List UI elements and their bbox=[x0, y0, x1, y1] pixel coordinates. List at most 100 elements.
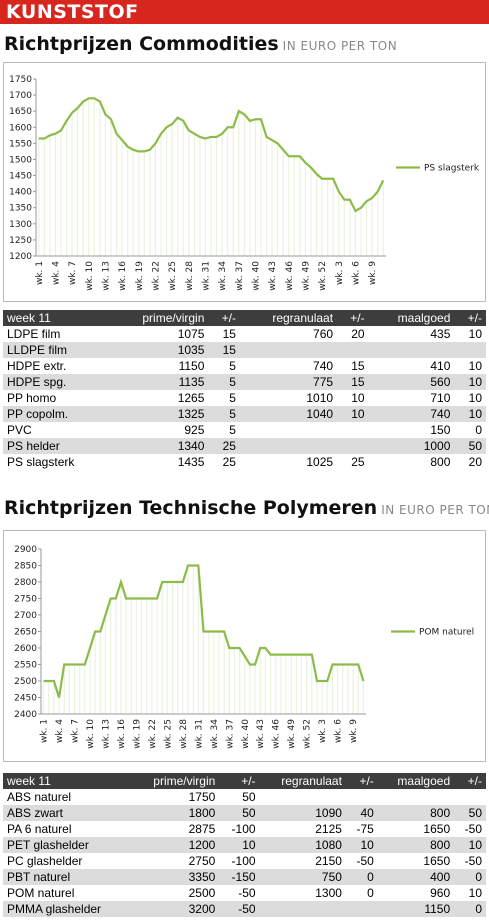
y-tick-label: 1600 bbox=[9, 123, 32, 133]
table-row: PS helder 1340 25 1000 50 bbox=[3, 438, 486, 454]
table-cell: 1025 bbox=[306, 455, 334, 469]
table-cell: 1325 bbox=[109, 406, 209, 422]
x-tick-label: wk. 52 bbox=[318, 261, 328, 291]
table-cell: 20 bbox=[468, 455, 482, 469]
table-cell: 960 bbox=[430, 886, 451, 900]
y-tick-label: 2550 bbox=[14, 661, 37, 671]
table-cell: 10 bbox=[454, 837, 486, 853]
chart: 2400 2450 2500 2550 2600 2650 2700 2750 2800 2850… bbox=[3, 530, 486, 762]
table-cell: PC glashelder bbox=[7, 854, 83, 868]
table-cell: HDPE extr. bbox=[7, 359, 67, 373]
table-cell: 1035 bbox=[109, 342, 209, 358]
x-tick-label: wk. 9 bbox=[349, 719, 359, 743]
y-tick-label: 1700 bbox=[9, 91, 32, 101]
table-row: ABS naturel 1750 50 bbox=[3, 789, 486, 805]
table-cell: 1075 bbox=[177, 327, 205, 341]
table-cell: 10 bbox=[219, 837, 260, 853]
table-cell: 25 bbox=[208, 438, 240, 454]
table-cell: week 11 bbox=[3, 310, 110, 326]
table-cell: 1080 bbox=[259, 837, 346, 853]
price-table: week 11 prime/virgin +/- regranulaat +/- maal… bbox=[3, 773, 486, 917]
table-cell: 0 bbox=[454, 869, 486, 885]
table-cell: PS helder bbox=[3, 438, 110, 454]
table-cell: 50 bbox=[454, 805, 486, 821]
table-row: PMMA glashelder 3200 -50 1150 0 bbox=[3, 901, 486, 917]
section-title: Richtprijzen Technische Polymeren IN EURO… bbox=[4, 497, 489, 519]
table-cell: 5 bbox=[208, 406, 240, 422]
table-cell: 925 bbox=[184, 423, 205, 437]
y-tick-label: 1650 bbox=[9, 107, 32, 117]
table-cell: 15 bbox=[337, 374, 369, 390]
section-unit: IN EURO PER TON bbox=[381, 503, 489, 517]
table-cell: 1090 bbox=[259, 805, 346, 821]
table-cell: 1150 bbox=[377, 901, 455, 917]
table-cell: 15 bbox=[351, 359, 365, 373]
x-tick-label: wk. 7 bbox=[71, 719, 81, 743]
y-tick-label: 1550 bbox=[9, 139, 32, 149]
table-cell: 1650 bbox=[423, 822, 451, 836]
table-cell: HDPE spg. bbox=[3, 374, 110, 390]
table-cell: 50 bbox=[454, 438, 486, 454]
x-tick-label: wk. 31 bbox=[194, 719, 204, 749]
table-cell: PMMA glashelder bbox=[3, 901, 132, 917]
legend-label: PS slagsterk bbox=[424, 164, 480, 174]
header-title: KUNSTSTOF bbox=[6, 1, 139, 23]
table-cell: 0 bbox=[454, 901, 486, 917]
table-cell: regranulaat bbox=[259, 773, 346, 789]
table-cell: 1650 bbox=[423, 854, 451, 868]
y-tick-label: 2700 bbox=[14, 611, 37, 621]
table-cell: -50 bbox=[356, 854, 374, 868]
table-row: LDPE film 1075 15 760 20 435 10 bbox=[3, 326, 486, 342]
table-cell: 10 bbox=[468, 359, 482, 373]
x-tick-label: wk. 49 bbox=[287, 719, 297, 749]
x-tick-label: wk. 4 bbox=[55, 719, 65, 743]
table-cell bbox=[368, 342, 455, 358]
table-cell: 3200 bbox=[131, 901, 220, 917]
table-cell: PET glashelder bbox=[3, 837, 132, 853]
table-cell: PS slagsterk bbox=[7, 455, 75, 469]
table-cell: 740 bbox=[313, 359, 334, 373]
series-line bbox=[43, 564, 365, 698]
y-tick-label: 2450 bbox=[14, 694, 37, 704]
table-cell: prime/virgin bbox=[109, 310, 209, 326]
x-tick-label: wk. 3 bbox=[335, 261, 345, 285]
table-cell: 2750 bbox=[188, 854, 216, 868]
table-row: PVC 925 5 150 0 bbox=[3, 422, 486, 438]
table-cell: -50 bbox=[464, 822, 482, 836]
table-row: HDPE extr. 1150 5 740 15 410 10 bbox=[3, 358, 486, 374]
table-cell: 50 bbox=[242, 790, 256, 804]
table-cell: 5 bbox=[229, 359, 236, 373]
table-cell: 40 bbox=[345, 805, 378, 821]
table-cell bbox=[239, 438, 338, 454]
y-tick-label: 1400 bbox=[9, 188, 32, 198]
table-row: PA 6 naturel 2875 -100 2125 -75 1650 -50 bbox=[3, 821, 486, 837]
table-cell: -150 bbox=[219, 869, 260, 885]
table-cell: 2150 bbox=[315, 854, 342, 868]
table-cell: -100 bbox=[231, 854, 256, 868]
table-cell: 1200 bbox=[131, 837, 220, 853]
table-cell: 10 bbox=[337, 406, 369, 422]
price-table: week 11 prime/virgin +/- regranulaat +/- maal… bbox=[3, 310, 486, 470]
table-cell: 15 bbox=[222, 327, 236, 341]
table-cell: -100 bbox=[231, 822, 256, 836]
x-tick-label: wk. 34 bbox=[210, 719, 220, 749]
table-cell: prime/virgin bbox=[131, 773, 220, 789]
table-row: ABS zwart 1800 50 1090 40 800 50 bbox=[3, 805, 486, 821]
table-cell: -50 bbox=[464, 854, 482, 868]
x-tick-label: wk. 19 bbox=[132, 719, 142, 749]
x-tick-label: wk. 1 bbox=[40, 719, 50, 743]
x-tick-label: wk. 43 bbox=[268, 261, 278, 291]
y-tick-label: 2850 bbox=[14, 562, 37, 572]
table-cell: 5 bbox=[208, 374, 240, 390]
table-cell: regranulaat bbox=[239, 310, 338, 326]
table-cell: 1000 bbox=[368, 438, 455, 454]
table-cell: 50 bbox=[219, 805, 260, 821]
x-tick-label: wk. 28 bbox=[185, 261, 195, 291]
x-tick-label: wk. 6 bbox=[351, 261, 361, 285]
chart: 1200 1250 1300 1350 1400 1450 1500 1550 1600 1650… bbox=[3, 62, 486, 302]
x-tick-label: wk. 7 bbox=[68, 261, 78, 285]
table-cell: 800 bbox=[430, 455, 451, 469]
y-tick-label: 1750 bbox=[9, 75, 32, 85]
table-cell: 5 bbox=[229, 423, 236, 437]
